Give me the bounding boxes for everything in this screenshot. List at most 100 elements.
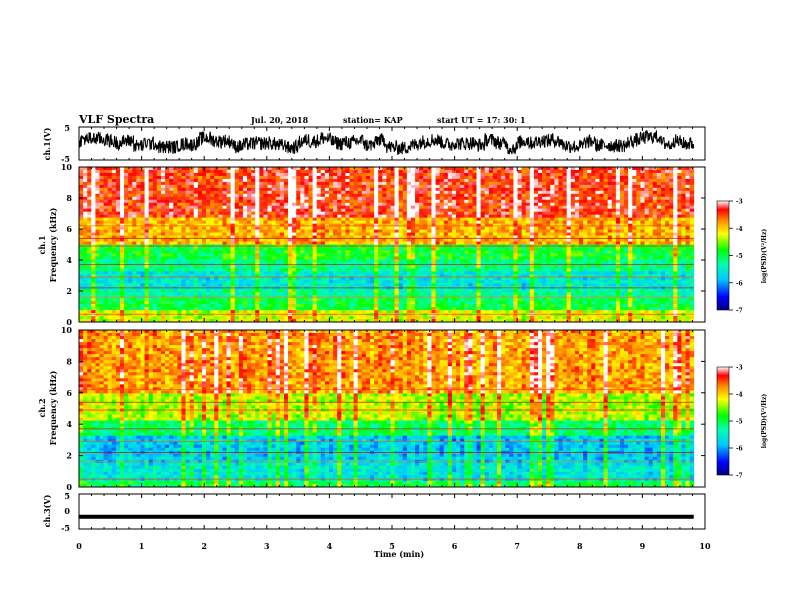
heatmap-cell (144, 181, 150, 186)
heatmap-cell (628, 205, 633, 210)
heatmap-cell (677, 184, 682, 189)
heatmap-cell (451, 247, 457, 251)
heatmap-cell (136, 184, 141, 189)
heatmap-cell (177, 196, 182, 201)
heatmap-cell (615, 259, 621, 263)
heatmap-cell (238, 178, 244, 183)
heatmap-cell (566, 196, 572, 201)
heatmap-cell (619, 259, 625, 263)
heatmap-cell (591, 256, 596, 260)
heatmap-cell (210, 223, 215, 228)
heatmap-cell (128, 175, 133, 180)
heatmap-cell (410, 184, 416, 189)
heatmap-cell (570, 259, 576, 263)
heatmap-cell (341, 187, 346, 192)
heatmap-cell (423, 196, 428, 201)
heatmap-cell (624, 169, 629, 174)
heatmap-cell (222, 175, 227, 180)
heatmap-cell (185, 235, 191, 239)
heatmap-cell (566, 238, 572, 242)
heatmap-cell (497, 208, 502, 213)
heatmap-cell (660, 202, 666, 207)
heatmap-cell (685, 235, 691, 239)
heatmap-cell (288, 226, 293, 230)
heatmap-cell (652, 220, 658, 225)
heatmap-cell (542, 211, 547, 216)
heatmap-cell (636, 208, 641, 213)
heatmap-cell (394, 199, 400, 204)
heatmap-cell (443, 247, 449, 251)
heatmap-cell (206, 256, 211, 260)
heatmap-cell (538, 223, 543, 228)
heatmap-cell (345, 202, 350, 207)
heatmap-cell (345, 241, 350, 245)
heatmap-cell (169, 226, 174, 230)
heatmap-cell (476, 196, 482, 201)
heatmap-cell (480, 175, 486, 180)
heatmap-cell (615, 193, 621, 198)
heatmap-cell (652, 211, 658, 216)
heatmap-cell (197, 181, 203, 186)
heatmap-cell (398, 223, 404, 228)
heatmap-cell (214, 226, 219, 230)
heatmap-cell (103, 211, 109, 216)
heatmap-cell (357, 250, 363, 254)
heatmap-cell (492, 241, 498, 245)
heatmap-cell (316, 181, 322, 186)
heatmap-cell (160, 175, 166, 180)
heatmap-cell (95, 181, 100, 186)
heatmap-cell (419, 178, 424, 183)
heatmap-cell (152, 167, 158, 171)
heatmap-cell (247, 169, 252, 174)
heatmap-cell (218, 175, 223, 180)
heatmap-cell (300, 241, 305, 245)
heatmap-cell (570, 190, 576, 195)
heatmap-cell (271, 226, 277, 230)
heatmap-cell (456, 217, 461, 222)
heatmap-cell (615, 172, 621, 177)
heatmap-cell (357, 184, 363, 189)
heatmap-cell (193, 167, 199, 171)
heatmap-cell (353, 250, 359, 254)
heatmap-cell (431, 187, 436, 192)
heatmap-cell (91, 184, 96, 189)
heatmap-cell (439, 232, 445, 236)
heatmap-cell (185, 175, 191, 180)
heatmap-cell (484, 232, 490, 236)
heatmap-cell (652, 178, 658, 183)
heatmap-cell (267, 196, 273, 201)
heatmap-cell (591, 241, 596, 245)
heatmap-cell (349, 259, 354, 263)
heatmap-cell (378, 217, 383, 222)
heatmap-cell (324, 256, 330, 260)
heatmap-cell (456, 214, 461, 219)
heatmap-cell (374, 208, 379, 213)
heatmap-cell (447, 187, 453, 192)
heatmap-cell (136, 250, 141, 254)
heatmap-cell (140, 262, 145, 266)
heatmap-cell (337, 167, 342, 171)
heatmap-cell (390, 232, 395, 236)
heatmap-cell (652, 241, 658, 245)
heatmap-cell (271, 208, 277, 213)
heatmap-cell (509, 247, 514, 251)
heatmap-cell (640, 253, 645, 257)
heatmap-cell (267, 262, 273, 266)
heatmap-cell (628, 190, 633, 195)
heatmap-cell (468, 217, 473, 222)
heatmap-cell (259, 205, 264, 210)
heatmap-cell (574, 241, 580, 245)
heatmap-cell (574, 178, 580, 183)
heatmap-cell (136, 235, 141, 239)
heatmap-cell (353, 175, 359, 180)
heatmap-cell (562, 235, 568, 239)
heatmap-cell (288, 238, 293, 242)
heatmap-cell (160, 167, 166, 171)
heatmap-cell (152, 205, 158, 210)
heatmap-cell (587, 256, 592, 260)
heatmap-cell (660, 172, 666, 177)
heatmap-cell (283, 175, 289, 180)
heatmap-cell (197, 256, 203, 260)
heatmap-cell (599, 199, 604, 204)
heatmap-cell (288, 175, 293, 180)
